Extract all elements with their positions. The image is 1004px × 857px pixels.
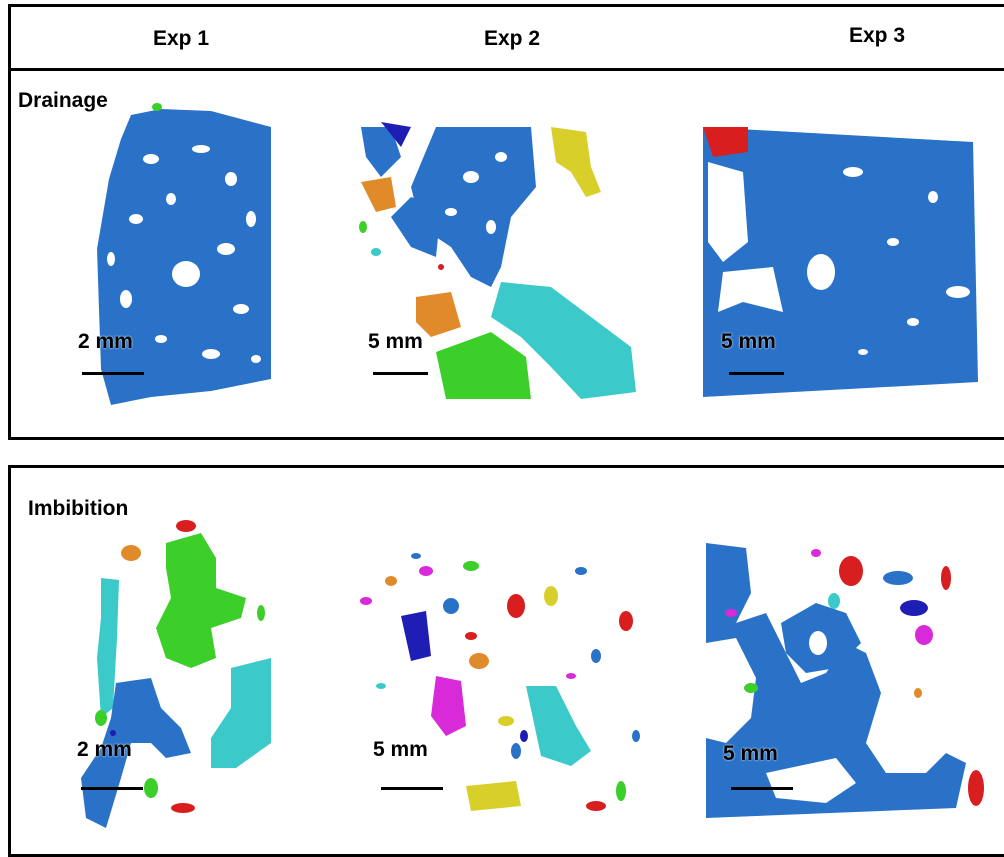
- row-label-imbibition: Imbibition: [28, 497, 129, 520]
- imbibition-exp3-image: [706, 543, 984, 818]
- scale-label: 2 mm: [77, 738, 132, 761]
- imbibition-exp1-image: [81, 520, 271, 828]
- scale-label: 5 mm: [723, 742, 778, 765]
- scale-bar: [82, 372, 144, 375]
- scale-label: 5 mm: [368, 330, 423, 353]
- scale-label: 5 mm: [721, 330, 776, 353]
- header-divider: [11, 68, 1004, 71]
- scale-label: 2 mm: [78, 330, 133, 353]
- drainage-exp3-image: [703, 127, 978, 397]
- scale-bar: [373, 372, 428, 375]
- column-header-exp3: Exp 3: [849, 24, 906, 47]
- scale-label: 5 mm: [373, 738, 428, 761]
- imbibition-panel: Imbibition 2 mm: [8, 465, 1004, 857]
- column-header-exp2: Exp 2: [484, 27, 541, 50]
- scale-bar: [731, 787, 793, 790]
- scale-bar: [81, 787, 143, 790]
- column-header-exp1: Exp 1: [153, 27, 210, 50]
- drainage-exp1-image: [97, 103, 271, 405]
- drainage-panel: Exp 1 Exp 2 Exp 3 Drainage 2 mm: [8, 4, 1004, 440]
- drainage-exp2-image: [359, 122, 636, 399]
- row-label-drainage: Drainage: [18, 89, 108, 112]
- imbibition-exp2-image: [360, 553, 640, 811]
- scale-bar: [729, 372, 784, 375]
- scale-bar: [381, 787, 443, 790]
